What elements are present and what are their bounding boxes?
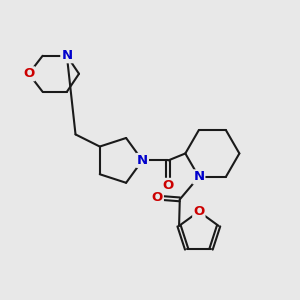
Text: O: O <box>23 67 34 80</box>
Text: O: O <box>163 179 174 192</box>
Text: O: O <box>152 191 163 204</box>
Text: N: N <box>137 154 148 167</box>
Text: N: N <box>61 49 72 62</box>
Text: O: O <box>193 205 205 218</box>
Text: N: N <box>193 170 204 183</box>
